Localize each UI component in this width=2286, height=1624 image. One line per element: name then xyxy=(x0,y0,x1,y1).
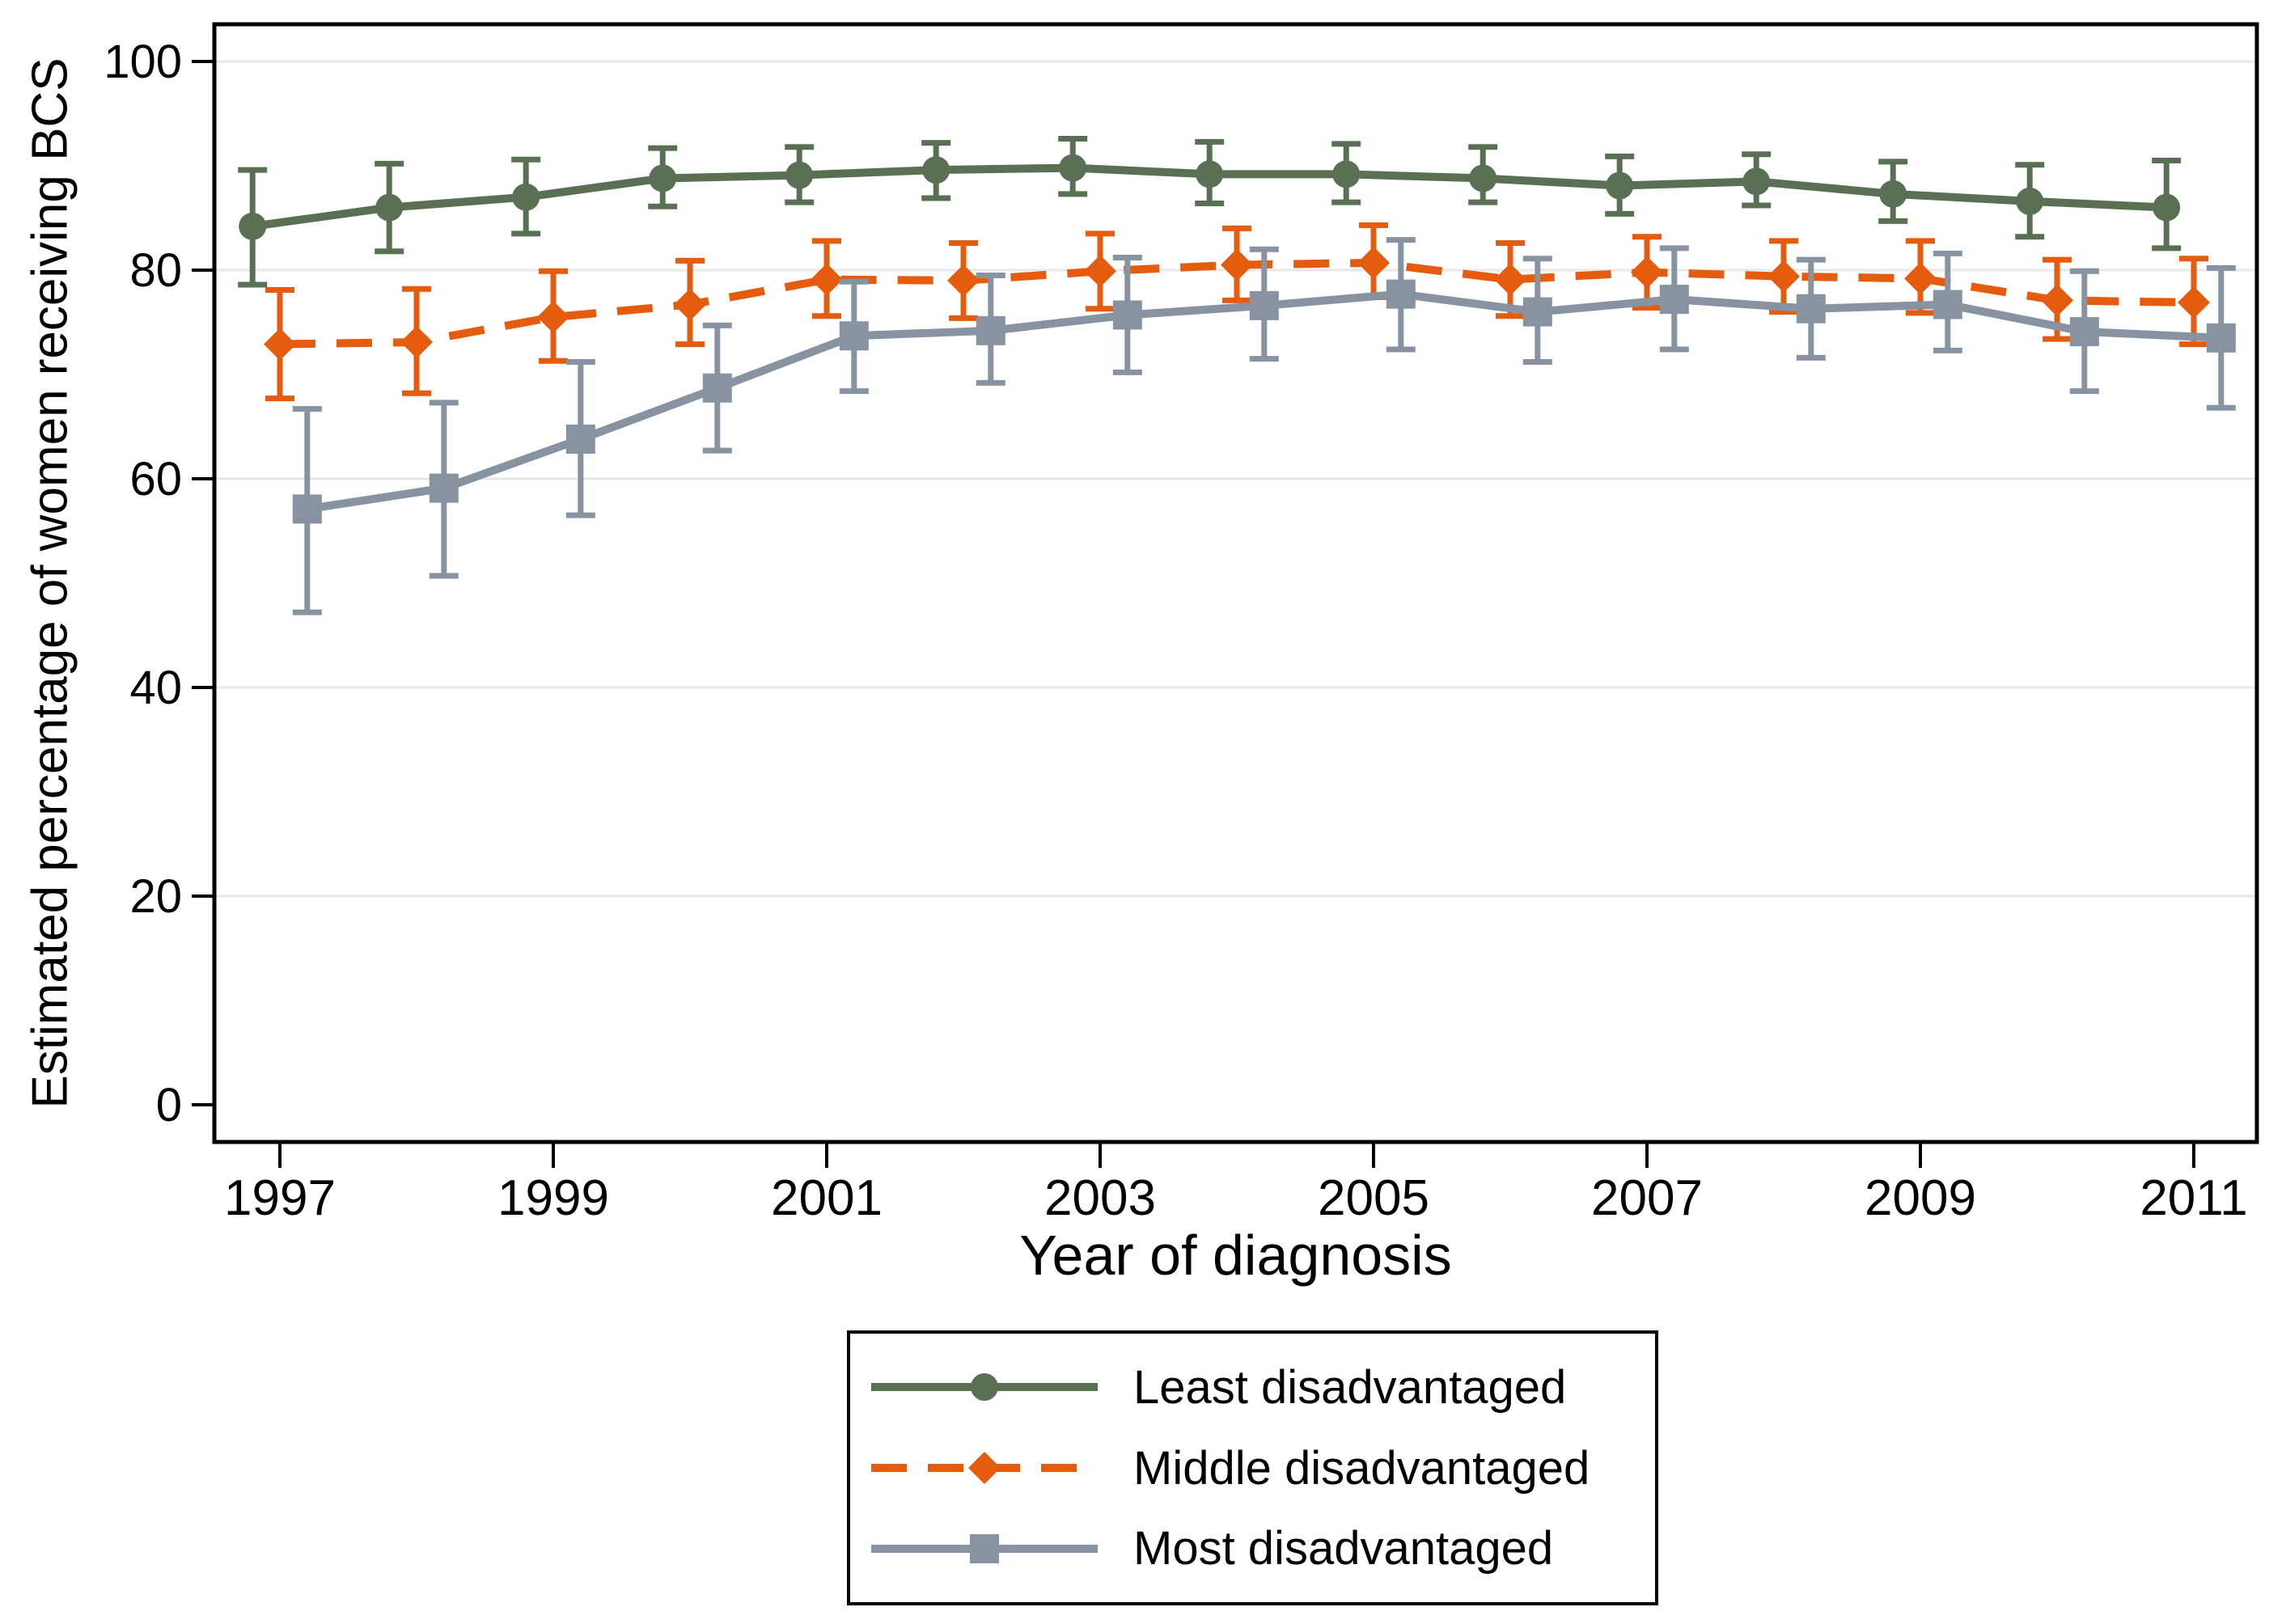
marker-square xyxy=(292,494,322,524)
marker-diamond xyxy=(2041,284,2073,317)
x-tick-label: 1999 xyxy=(497,1170,609,1226)
legend-item-most: Most disadvantaged xyxy=(871,1521,1655,1575)
marker-circle xyxy=(1879,180,1907,208)
marker-diamond xyxy=(264,328,296,361)
marker-circle xyxy=(649,164,677,192)
marker-diamond xyxy=(1221,248,1253,281)
marker-diamond xyxy=(537,301,569,334)
marker-diamond xyxy=(1631,256,1663,289)
y-tick-label: 60 xyxy=(129,453,182,505)
y-tick-label: 0 xyxy=(156,1079,182,1131)
marker-diamond xyxy=(2178,285,2210,319)
y-tick-label: 100 xyxy=(104,36,182,88)
middle-series-swatch-icon xyxy=(871,1452,1098,1484)
marker-diamond xyxy=(674,288,706,321)
y-tick-label: 80 xyxy=(129,244,182,297)
legend: Least disadvantaged Middle disadvantaged… xyxy=(847,1330,1658,1605)
marker-circle xyxy=(239,212,267,240)
x-tick-label: 2001 xyxy=(771,1170,883,1226)
marker-square xyxy=(429,473,459,503)
marker-square xyxy=(1796,294,1826,324)
marker-diamond xyxy=(811,263,843,296)
legend-label-most: Most disadvantaged xyxy=(1133,1522,1554,1575)
x-tick-label: 2003 xyxy=(1044,1170,1156,1226)
marker-circle xyxy=(922,156,950,184)
plot-border xyxy=(212,22,2259,1144)
marker-circle xyxy=(1196,160,1224,188)
marker-square xyxy=(2206,323,2236,353)
marker-square xyxy=(702,373,732,403)
series-line-1 xyxy=(279,258,2195,349)
marker-diamond xyxy=(1904,262,1937,295)
legend-label-middle: Middle disadvantaged xyxy=(1133,1441,1590,1495)
marker-diamond xyxy=(400,326,433,359)
marker-circle xyxy=(375,193,404,222)
marker-square xyxy=(1933,290,1962,319)
marker-diamond xyxy=(947,264,980,297)
x-tick-label: 2005 xyxy=(1318,1170,1429,1226)
marker-square xyxy=(1386,279,1416,309)
marker-square xyxy=(976,315,1005,345)
marker-circle xyxy=(1059,154,1087,182)
y-tick-label: 40 xyxy=(129,662,182,714)
marker-diamond xyxy=(1767,260,1800,293)
x-tick-label: 1997 xyxy=(224,1170,336,1226)
marker-square xyxy=(1659,285,1689,315)
marker-circle xyxy=(1606,171,1634,200)
marker-circle xyxy=(785,161,814,189)
legend-item-least: Least disadvantaged xyxy=(871,1360,1655,1415)
marker-circle xyxy=(1742,167,1771,196)
marker-diamond xyxy=(1357,246,1390,279)
y-axis-title: Estimated percentage of women receiving … xyxy=(22,57,78,1109)
most-series-swatch-icon xyxy=(871,1533,1098,1563)
marker-circle xyxy=(2016,187,2044,215)
legend-label-least: Least disadvantaged xyxy=(1133,1360,1567,1414)
legend-item-middle: Middle disadvantaged xyxy=(871,1441,1655,1495)
marker-square xyxy=(1112,300,1142,330)
marker-square xyxy=(565,424,595,454)
marker-circle xyxy=(512,183,540,211)
x-tick-label: 2011 xyxy=(2140,1170,2247,1226)
x-axis-title: Year of diagnosis xyxy=(1019,1224,1452,1287)
marker-circle xyxy=(1469,164,1497,192)
marker-diamond xyxy=(1494,263,1526,296)
y-tick-label: 20 xyxy=(129,870,182,923)
x-tick-label: 2009 xyxy=(1865,1170,1976,1226)
marker-square xyxy=(1522,297,1552,327)
marker-square xyxy=(839,321,869,351)
least-series-swatch-icon xyxy=(871,1373,1098,1402)
marker-circle xyxy=(1332,160,1361,188)
marker-square xyxy=(1249,290,1279,320)
marker-square xyxy=(2069,317,2099,347)
marker-circle xyxy=(2153,193,2181,222)
x-tick-label: 2007 xyxy=(1591,1170,1703,1226)
marker-diamond xyxy=(1084,255,1116,288)
